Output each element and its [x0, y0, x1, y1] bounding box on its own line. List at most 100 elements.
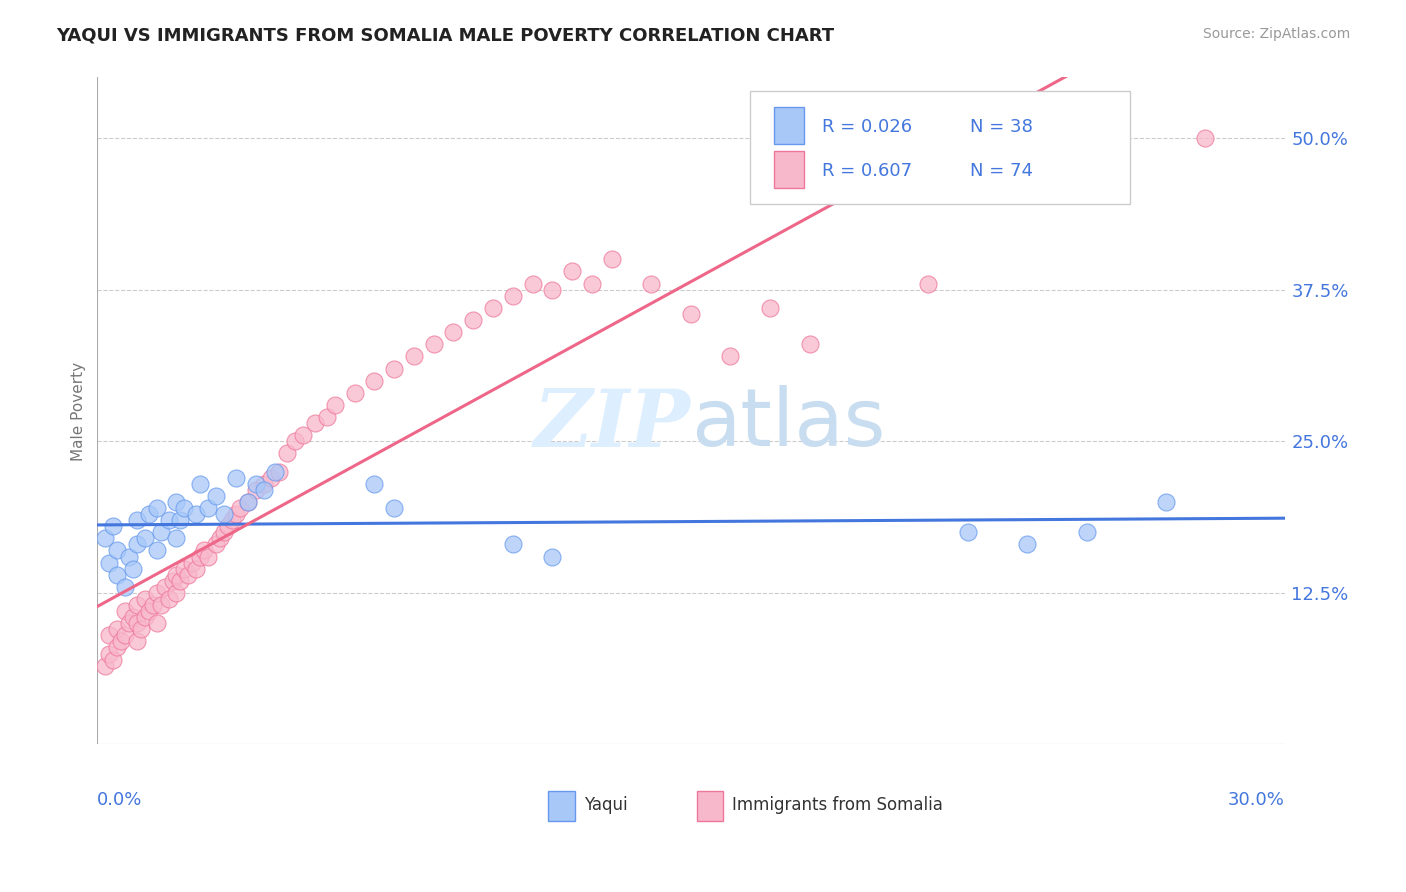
Point — [1076, 525, 1098, 540]
Text: N = 74: N = 74 — [970, 161, 1033, 180]
Point — [382, 500, 405, 515]
Point — [94, 531, 117, 545]
Point — [149, 525, 172, 540]
Point — [142, 598, 165, 612]
Point — [186, 507, 208, 521]
Point — [186, 561, 208, 575]
Point — [208, 531, 231, 545]
Point — [292, 428, 315, 442]
Point — [125, 616, 148, 631]
Point — [114, 604, 136, 618]
Point — [169, 574, 191, 588]
Point — [276, 446, 298, 460]
Point — [315, 410, 337, 425]
Point — [105, 567, 128, 582]
Point — [212, 525, 235, 540]
Text: Yaqui: Yaqui — [583, 796, 627, 814]
Bar — [697, 791, 723, 822]
Point — [162, 574, 184, 588]
Point — [173, 561, 195, 575]
Text: R = 0.026: R = 0.026 — [821, 119, 911, 136]
Point — [463, 313, 485, 327]
Point — [245, 476, 267, 491]
Point — [101, 519, 124, 533]
Point — [212, 507, 235, 521]
Point — [541, 549, 564, 564]
Point — [269, 465, 291, 479]
Point — [284, 434, 307, 449]
Point — [600, 252, 623, 267]
Y-axis label: Male Poverty: Male Poverty — [72, 361, 86, 460]
Point — [149, 598, 172, 612]
Point — [157, 591, 180, 606]
Point — [221, 513, 243, 527]
Point — [236, 495, 259, 509]
Point — [759, 301, 782, 315]
Point — [956, 525, 979, 540]
Point — [177, 567, 200, 582]
Point — [134, 531, 156, 545]
Point — [640, 277, 662, 291]
Text: 0.0%: 0.0% — [97, 791, 143, 809]
Point — [522, 277, 544, 291]
Point — [134, 591, 156, 606]
Point — [264, 465, 287, 479]
Point — [173, 500, 195, 515]
Point — [225, 507, 247, 521]
Point — [181, 556, 204, 570]
Text: ZIP: ZIP — [534, 385, 690, 463]
Point — [134, 610, 156, 624]
Point — [402, 350, 425, 364]
Point — [720, 350, 742, 364]
Point — [166, 567, 188, 582]
Text: Source: ZipAtlas.com: Source: ZipAtlas.com — [1202, 27, 1350, 41]
Point — [105, 622, 128, 636]
Text: R = 0.607: R = 0.607 — [821, 161, 911, 180]
Point — [129, 622, 152, 636]
Point — [205, 489, 228, 503]
Point — [98, 556, 121, 570]
Point — [145, 500, 167, 515]
Point — [1017, 537, 1039, 551]
Point — [157, 513, 180, 527]
Point — [118, 616, 141, 631]
Point — [304, 416, 326, 430]
Point — [166, 495, 188, 509]
Bar — [548, 791, 575, 822]
Point — [502, 537, 524, 551]
Point — [363, 476, 385, 491]
Point — [1194, 131, 1216, 145]
Point — [169, 513, 191, 527]
Point — [1154, 495, 1177, 509]
Point — [118, 549, 141, 564]
Point — [541, 283, 564, 297]
Point — [502, 289, 524, 303]
Point — [110, 634, 132, 648]
Point — [98, 647, 121, 661]
Point — [188, 476, 211, 491]
Point — [679, 307, 702, 321]
Point — [145, 543, 167, 558]
Point — [205, 537, 228, 551]
Point — [105, 543, 128, 558]
Point — [193, 543, 215, 558]
FancyBboxPatch shape — [751, 91, 1130, 204]
Point — [125, 634, 148, 648]
Point — [125, 598, 148, 612]
Point — [153, 580, 176, 594]
Point — [125, 513, 148, 527]
Text: YAQUI VS IMMIGRANTS FROM SOMALIA MALE POVERTY CORRELATION CHART: YAQUI VS IMMIGRANTS FROM SOMALIA MALE PO… — [56, 27, 834, 45]
Point — [581, 277, 603, 291]
Point — [229, 500, 252, 515]
Point — [145, 586, 167, 600]
Text: atlas: atlas — [690, 385, 886, 463]
Text: N = 38: N = 38 — [970, 119, 1033, 136]
Point — [125, 537, 148, 551]
Point — [561, 264, 583, 278]
Point — [482, 301, 505, 315]
Text: Immigrants from Somalia: Immigrants from Somalia — [733, 796, 943, 814]
Point — [98, 628, 121, 642]
Point — [166, 586, 188, 600]
Point — [122, 610, 145, 624]
Point — [145, 616, 167, 631]
